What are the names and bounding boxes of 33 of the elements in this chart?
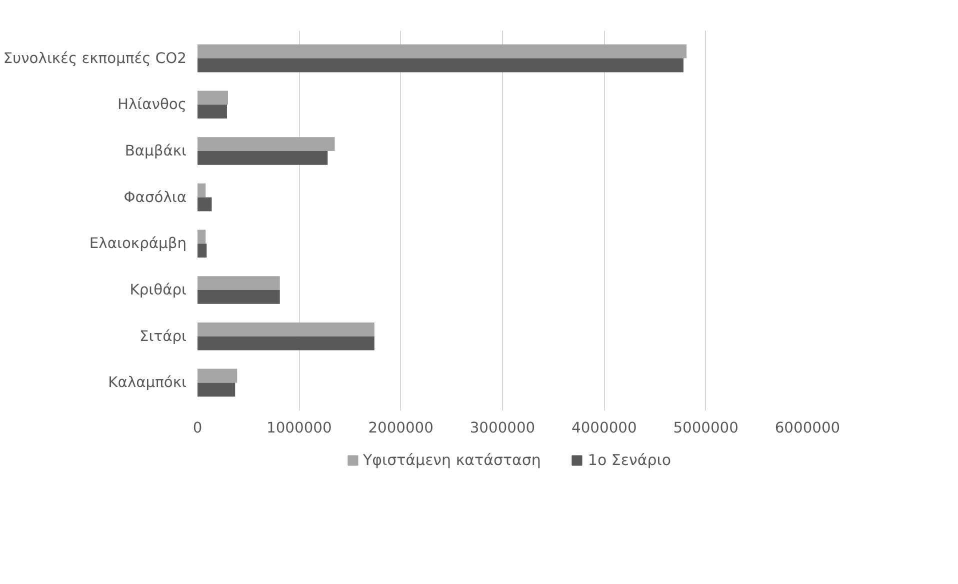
bar (198, 90, 228, 105)
x-tick-label: 3000000 (470, 420, 536, 436)
bar (198, 244, 207, 258)
y-tick-label: Ελαιοκράμβη (89, 235, 187, 252)
bar (198, 368, 238, 383)
bar (198, 290, 280, 304)
x-tick-label: 0 (192, 420, 202, 436)
legend-label: Υφιστάμενη κατάσταση (362, 451, 541, 469)
bar (198, 137, 335, 151)
legend-label: 1ο Σενάριο (588, 451, 672, 469)
y-tick-label: Συνολικές εκπομπές CO2 (3, 50, 186, 67)
bar (198, 336, 374, 350)
bar (198, 382, 236, 397)
x-tick-label: 6000000 (774, 420, 840, 436)
bar (198, 230, 206, 244)
bar (198, 276, 280, 290)
y-tick-label: Σιτάρι (140, 328, 187, 345)
x-tick-label: 1000000 (266, 420, 332, 436)
x-tick-label: 4000000 (572, 420, 637, 436)
x-tick-label: 2000000 (368, 420, 434, 436)
bar (198, 58, 684, 72)
y-tick-label: Καλαμπόκι (108, 374, 187, 392)
y-tick-label: Φασόλια (124, 188, 187, 206)
bar (198, 183, 206, 198)
x-tick-label: 5000000 (673, 420, 738, 436)
bar (198, 197, 212, 212)
y-tick-label: Ηλίανθος (117, 96, 187, 114)
bar (198, 44, 687, 58)
y-tick-label: Βαμβάκι (124, 142, 187, 160)
bar (198, 322, 374, 336)
bar (198, 150, 328, 165)
y-tick-label: Κριθάρι (130, 282, 187, 299)
bar (198, 104, 227, 119)
